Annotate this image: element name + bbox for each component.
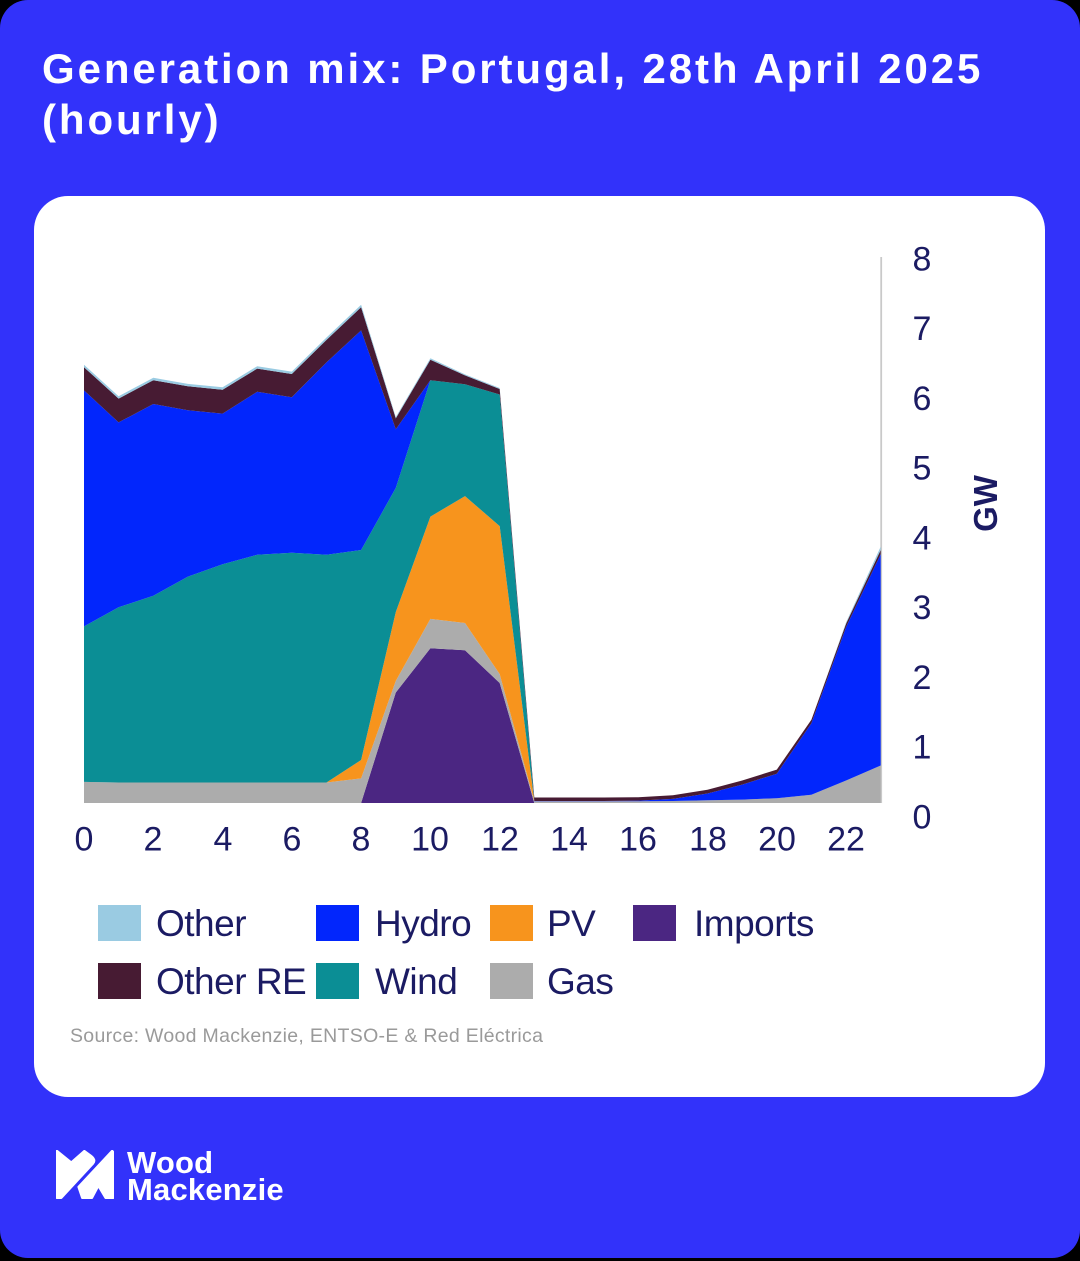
svg-text:6: 6 bbox=[283, 821, 302, 859]
svg-text:8: 8 bbox=[352, 821, 371, 859]
svg-text:GW: GW bbox=[967, 474, 1004, 532]
svg-text:22: 22 bbox=[827, 821, 865, 859]
svg-text:0: 0 bbox=[913, 798, 932, 836]
svg-text:1: 1 bbox=[913, 729, 932, 767]
svg-text:2: 2 bbox=[913, 659, 932, 697]
svg-text:8: 8 bbox=[913, 240, 932, 278]
svg-text:12: 12 bbox=[481, 821, 519, 859]
svg-text:16: 16 bbox=[619, 821, 657, 859]
svg-text:5: 5 bbox=[913, 450, 932, 488]
svg-text:14: 14 bbox=[550, 821, 588, 859]
svg-text:0: 0 bbox=[75, 821, 94, 859]
svg-text:20: 20 bbox=[758, 821, 796, 859]
svg-text:4: 4 bbox=[913, 519, 932, 557]
svg-text:2: 2 bbox=[144, 821, 163, 859]
svg-text:3: 3 bbox=[913, 589, 932, 627]
svg-text:6: 6 bbox=[913, 380, 932, 418]
svg-text:7: 7 bbox=[913, 310, 932, 348]
svg-text:10: 10 bbox=[411, 821, 449, 859]
svg-text:4: 4 bbox=[214, 821, 233, 859]
svg-text:18: 18 bbox=[689, 821, 727, 859]
